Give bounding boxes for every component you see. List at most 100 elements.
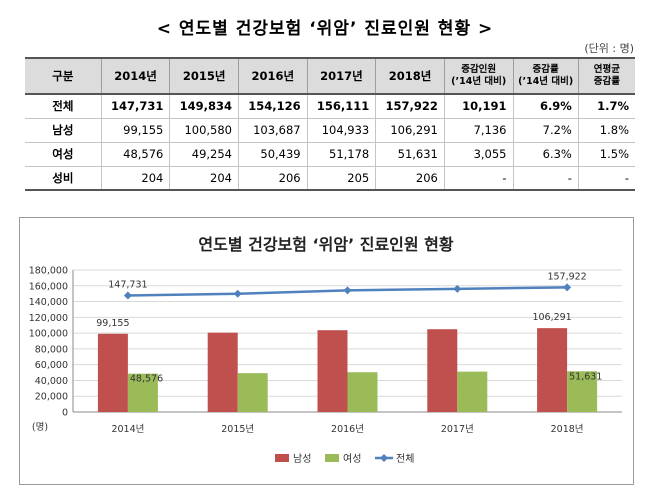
- point-전체: [343, 286, 352, 295]
- bar-남성: [207, 332, 238, 412]
- legend-swatch: [325, 454, 339, 462]
- table-cell: 204: [100, 165, 171, 191]
- table-header-row: 구분 2014년 2015년 2016년 2017년 2018년 증감인원 (’1…: [25, 57, 635, 95]
- table-cell: 104,933: [306, 117, 377, 143]
- table-cell: 7,136: [443, 117, 514, 143]
- row-label: 여성: [25, 141, 102, 167]
- y-axis: 0 20,000 40,000 60,000 80,000 100,000 120,000 1…: [29, 266, 74, 419]
- table-cell: -: [577, 165, 635, 191]
- unit-note: (단위 : 명): [584, 42, 634, 55]
- y-tick-label: 40,000: [35, 376, 68, 387]
- y-tick-label: 100,000: [29, 329, 68, 340]
- column-header: 연평균 증감률: [577, 57, 635, 95]
- data-label: 157,922: [547, 271, 586, 282]
- y-tick-label: 140,000: [29, 297, 68, 308]
- legend-label: 전체: [396, 453, 414, 465]
- bar-남성: [537, 328, 568, 412]
- table-row: 여성 48,576 49,254 50,439 51,178 51,631 3,…: [25, 141, 635, 167]
- row-label: 전체: [25, 93, 102, 119]
- y-tick-label: 120,000: [29, 313, 68, 324]
- column-header-line: 연평균: [593, 64, 621, 75]
- legend-marker: [380, 454, 388, 462]
- data-label: 99,155: [96, 318, 129, 329]
- table-cell: 3,055: [443, 141, 514, 167]
- page-title: < 연도별 건강보험 ‘위암’ 진료인원 현황 >: [156, 19, 494, 39]
- table-cell: 99,155: [100, 117, 171, 143]
- table-cell: 1.5%: [577, 141, 635, 167]
- table-cell: 10,191: [443, 93, 514, 119]
- point-전체: [233, 289, 242, 298]
- bar-여성: [127, 373, 158, 412]
- chart-line: [123, 283, 572, 300]
- chart-data-labels: 147,731 157,922 99,155 106,291 48,576 51,631: [96, 271, 602, 384]
- point-전체: [453, 284, 462, 293]
- chart-title: 연도별 건강보험 ‘위암’ 진료인원 현황: [198, 235, 454, 254]
- table-cell: 157,922: [375, 93, 445, 119]
- chart-bars: [97, 328, 598, 412]
- data-label: 48,576: [130, 374, 163, 385]
- point-전체: [123, 291, 132, 300]
- x-tick-label: 2016년: [331, 424, 364, 435]
- table-cell: 204: [169, 165, 239, 191]
- column-header: 2017년: [306, 57, 377, 95]
- column-header: 2016년: [238, 57, 308, 95]
- y-tick-label: 20,000: [35, 392, 68, 403]
- y-tick-label: 180,000: [29, 266, 68, 277]
- legend-swatch: [275, 454, 289, 462]
- table-cell: 51,631: [375, 141, 445, 167]
- table-cell: 50,439: [238, 141, 308, 167]
- x-tick-label: 2015년: [221, 424, 254, 435]
- column-header-line: (’14년 대비): [518, 76, 574, 87]
- table-cell: 49,254: [169, 141, 239, 167]
- table-cell: 6.3%: [512, 141, 579, 167]
- column-header-line: (’14년 대비): [451, 76, 507, 87]
- column-header-line: 증감률: [532, 64, 559, 75]
- column-header-line: 증감률: [593, 76, 621, 87]
- chart-legend: 남성 여성 전체: [275, 453, 414, 465]
- y-tick-label: 0: [62, 408, 68, 419]
- table-cell: 106,291: [375, 117, 445, 143]
- x-tick-label: 2018년: [551, 424, 584, 435]
- table-cell: 205: [306, 165, 377, 191]
- bar-여성: [457, 371, 488, 412]
- point-전체: [563, 283, 572, 292]
- legend-label: 여성: [343, 453, 361, 465]
- y-tick-label: 60,000: [35, 360, 68, 371]
- column-header: 2018년: [375, 57, 445, 95]
- table-cell: -: [512, 165, 579, 191]
- y-tick-label: 80,000: [35, 344, 68, 355]
- y-axis-unit: (명): [32, 422, 48, 433]
- y-tick-label: 160,000: [29, 281, 68, 292]
- table-cell: 154,126: [238, 93, 308, 119]
- data-label: 51,631: [569, 371, 602, 382]
- table-cell: 147,731: [100, 93, 171, 119]
- data-label: 147,731: [108, 279, 147, 290]
- table-cell: 100,580: [169, 117, 239, 143]
- column-header: 2014년: [100, 57, 171, 95]
- column-header: 구분: [25, 57, 102, 95]
- table-cell: 7.2%: [512, 117, 579, 143]
- table-cell: 1.8%: [577, 117, 635, 143]
- x-axis: 2014년 2015년 2016년 2017년 2018년: [111, 424, 583, 435]
- table-cell: 51,178: [306, 141, 377, 167]
- bar-남성: [427, 329, 458, 412]
- column-header: 2015년: [169, 57, 239, 95]
- table-cell: 103,687: [238, 117, 308, 143]
- combo-chart: 연도별 건강보험 ‘위암’ 진료인원 현황 0 20,000 40,000 60,00…: [29, 235, 622, 465]
- x-tick-label: 2014년: [111, 424, 144, 435]
- table-cell: 149,834: [169, 93, 239, 119]
- bar-남성: [97, 333, 128, 412]
- legend-label: 남성: [293, 453, 311, 465]
- row-label: 성비: [25, 165, 102, 191]
- table-cell: 1.7%: [577, 93, 635, 119]
- table-cell: 206: [375, 165, 445, 191]
- column-header: 증감률 (’14년 대비): [512, 57, 579, 95]
- table-cell: 48,576: [100, 141, 171, 167]
- stats-table: 구분 2014년 2015년 2016년 2017년 2018년 증감인원 (’1…: [25, 57, 635, 191]
- column-header: 증감인원 (’14년 대비): [443, 57, 514, 95]
- bar-여성: [347, 372, 378, 412]
- data-label: 106,291: [532, 312, 571, 323]
- bar-여성: [567, 371, 598, 412]
- table-row: 성비 204 204 206 205 206 - - -: [25, 165, 635, 191]
- bar-남성: [317, 330, 348, 412]
